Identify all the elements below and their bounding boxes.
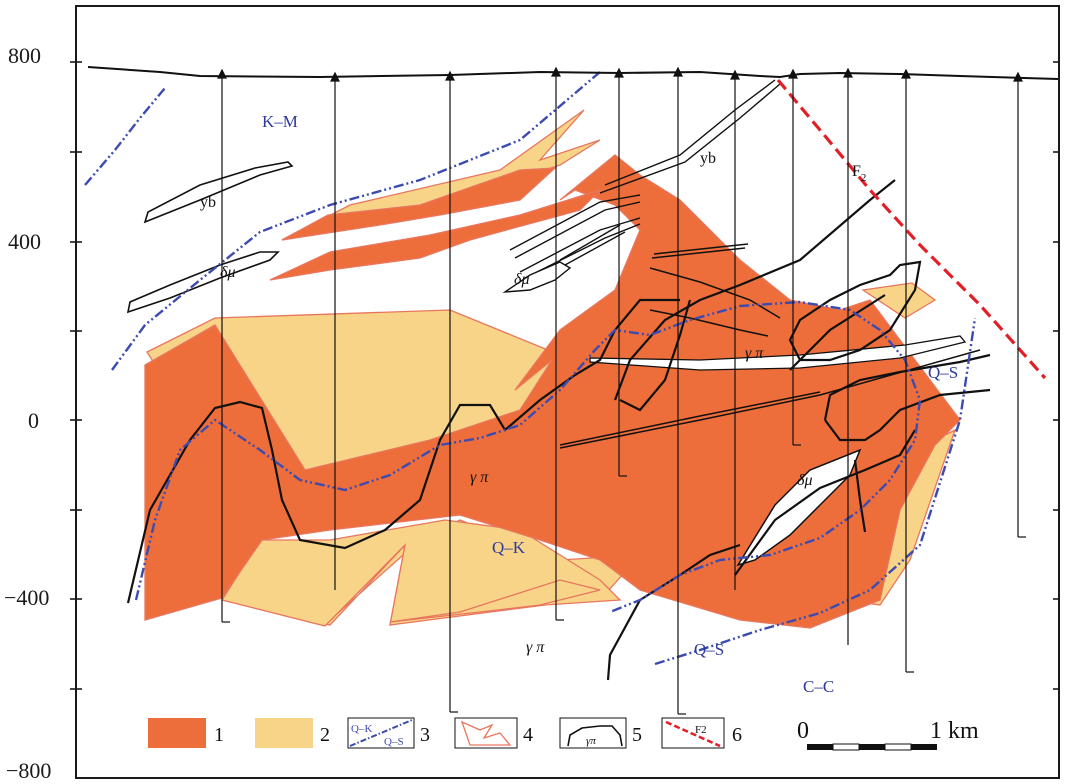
rock-label-dm-low: δμ [797, 472, 812, 489]
fault-label-f2-main: F [852, 163, 861, 180]
legend-num-4: 4 [523, 724, 533, 746]
zone-label-qs-left: Q–S [694, 640, 724, 659]
legend-alteration-qk: Q–K [351, 723, 372, 735]
ground-surface [87, 66, 1059, 80]
section-frame [75, 5, 1060, 779]
rock-label-gp-center: γ π [470, 469, 489, 486]
legend-outline-mark [460, 720, 512, 746]
diorite-lens-left [126, 251, 280, 314]
upper-dike-pairs [509, 79, 781, 279]
legend-alteration-qs: Q–S [384, 736, 404, 748]
zone-label-cc: C–C [803, 677, 834, 696]
zone-label-km: K–M [262, 112, 298, 131]
yb-lens-left [143, 161, 294, 224]
rock-label-dm-left: δμ [220, 264, 235, 281]
y-tick-400: 400 [8, 229, 41, 254]
rock-label-yb-upper: yb [700, 150, 716, 167]
zone-label-qk: Q–K [492, 538, 526, 557]
legend-num-5: 5 [632, 724, 642, 746]
scale-end: 1 km [930, 718, 979, 744]
legend: 1 2 Q–K Q–S 3 4 γπ 5 F2 6 [148, 717, 742, 749]
rock-label-gp-bottom: γ π [526, 639, 545, 656]
y-tick-minus-400: −400 [4, 585, 49, 610]
legend-granite-mark [567, 725, 623, 747]
dike-lines [559, 243, 981, 449]
fault-label-f2: F2 [852, 163, 866, 184]
fault-label-f2-sub: 2 [861, 172, 867, 184]
scale-start: 0 [797, 718, 809, 744]
diorite-lens-mid [502, 261, 572, 293]
legend-num-6: 6 [732, 724, 742, 746]
legend-granite-text: γπ [586, 735, 596, 747]
y-tick-minus-800: −800 [6, 758, 51, 783]
rock-label-dm-mid: δμ [514, 271, 529, 288]
legend-num-1: 1 [214, 724, 224, 746]
rock-label-yb-left: yb [200, 194, 216, 211]
alteration-boundaries [84, 71, 977, 666]
rock-label-gp-mid: γ π [745, 345, 764, 362]
legend-num-3: 3 [420, 724, 430, 746]
y-axis-ticks [70, 61, 1059, 690]
white-dikes [589, 335, 967, 371]
granite-porphyry-outlines [126, 179, 991, 681]
legend-swatch-ore-body [148, 718, 206, 748]
y-tick-800: 800 [8, 43, 41, 68]
drill-holes [217, 66, 1026, 715]
fault-f2 [776, 78, 1047, 380]
legend-swatch-granite [559, 717, 627, 749]
zone-label-qs-right: Q–S [928, 363, 958, 382]
scale-bar: 0 1 km [797, 718, 979, 751]
y-tick-0: 0 [28, 408, 39, 433]
legend-swatch-low-grade [255, 718, 313, 748]
legend-num-2: 2 [320, 724, 330, 746]
legend-fault-text: F2 [695, 724, 707, 736]
